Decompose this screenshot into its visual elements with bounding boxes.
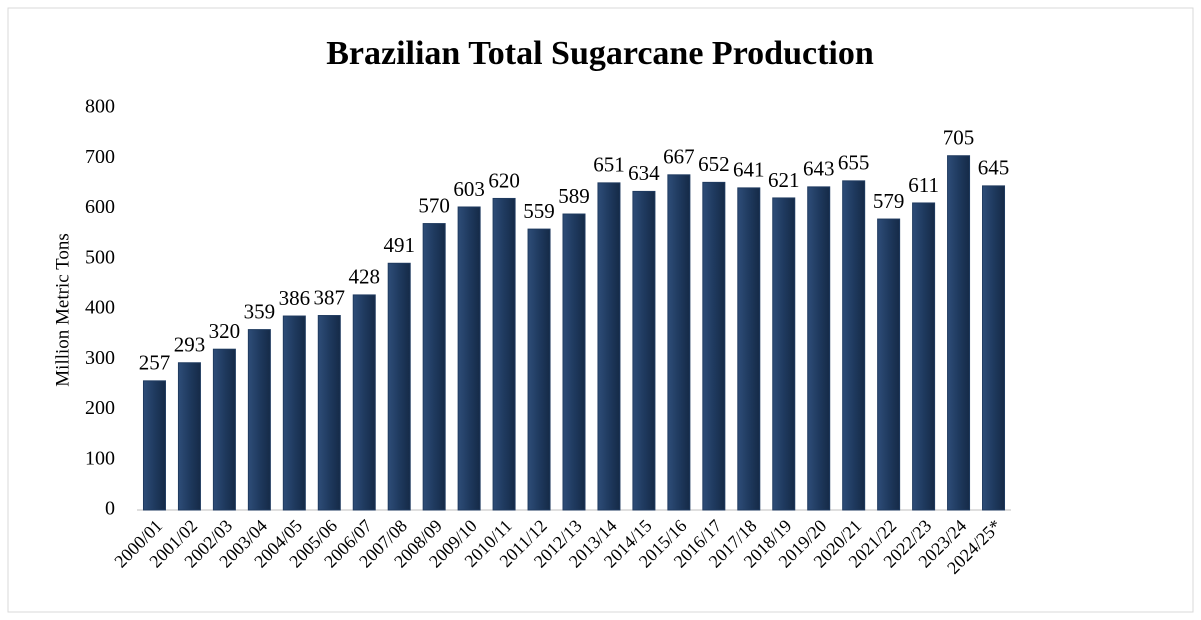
data-label: 570 bbox=[418, 193, 450, 217]
data-label: 620 bbox=[488, 168, 520, 192]
bar bbox=[912, 202, 936, 511]
data-label: 655 bbox=[838, 151, 870, 175]
data-label: 428 bbox=[348, 265, 380, 289]
y-tick-label: 300 bbox=[85, 347, 115, 369]
bar bbox=[947, 155, 971, 511]
y-tick-label: 400 bbox=[85, 297, 115, 319]
bar bbox=[562, 213, 586, 511]
data-label: 667 bbox=[663, 145, 695, 169]
bar bbox=[772, 197, 796, 511]
bar bbox=[807, 186, 831, 511]
bar bbox=[877, 218, 901, 511]
data-label: 641 bbox=[733, 158, 765, 182]
bar bbox=[282, 315, 306, 511]
y-tick-label: 200 bbox=[85, 397, 115, 419]
data-label: 387 bbox=[314, 285, 346, 309]
data-label: 491 bbox=[383, 233, 415, 257]
data-label: 559 bbox=[523, 199, 555, 223]
bar bbox=[982, 185, 1006, 511]
data-label: 645 bbox=[978, 156, 1010, 180]
data-label: 651 bbox=[593, 153, 625, 177]
y-tick-label: 100 bbox=[85, 447, 115, 469]
bar bbox=[352, 294, 376, 511]
data-label: 386 bbox=[279, 286, 311, 310]
y-tick-label: 700 bbox=[85, 146, 115, 168]
data-label: 579 bbox=[873, 189, 905, 213]
data-label: 603 bbox=[453, 177, 485, 201]
bar bbox=[212, 348, 236, 511]
y-tick-label: 600 bbox=[85, 196, 115, 218]
data-label: 621 bbox=[768, 168, 800, 192]
y-tick-label: 800 bbox=[85, 96, 115, 118]
data-label: 652 bbox=[698, 152, 730, 176]
bar bbox=[457, 206, 481, 511]
bar bbox=[387, 262, 411, 511]
data-label: 257 bbox=[139, 351, 171, 375]
bar bbox=[247, 329, 271, 511]
bar bbox=[737, 187, 761, 511]
bar bbox=[422, 223, 446, 511]
y-tick-label: 500 bbox=[85, 246, 115, 268]
data-label: 320 bbox=[209, 319, 241, 343]
bar bbox=[177, 362, 201, 511]
y-tick-label: 0 bbox=[105, 498, 115, 520]
data-label: 643 bbox=[803, 157, 835, 181]
data-label: 589 bbox=[558, 184, 590, 208]
data-label: 611 bbox=[908, 173, 939, 197]
bar bbox=[492, 197, 516, 511]
chart-title: Brazilian Total Sugarcane Production bbox=[326, 35, 874, 72]
data-label: 705 bbox=[943, 126, 975, 150]
data-label: 293 bbox=[174, 333, 206, 357]
bar bbox=[842, 180, 866, 511]
bar bbox=[667, 174, 691, 511]
bar bbox=[702, 181, 726, 511]
data-label: 359 bbox=[244, 299, 276, 323]
y-axis-label: Million Metric Tons bbox=[52, 233, 73, 386]
bar bbox=[317, 315, 341, 511]
data-label: 634 bbox=[628, 161, 660, 185]
bar bbox=[527, 228, 551, 511]
bar bbox=[597, 182, 621, 511]
bar bbox=[632, 190, 656, 511]
bar bbox=[142, 380, 166, 511]
